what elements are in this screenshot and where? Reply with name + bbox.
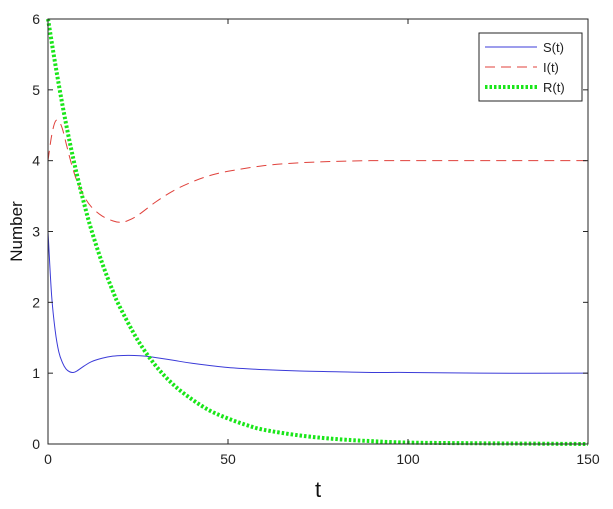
legend-box: [478, 32, 583, 102]
y-tick-label: 0: [32, 436, 40, 452]
x-tick-label: 0: [44, 451, 52, 467]
x-tick-label: 50: [220, 451, 236, 467]
series-line-st: [47, 231, 589, 374]
legend-label: S(t): [543, 40, 564, 55]
legend-label: R(t): [543, 80, 565, 95]
legend-label: I(t): [543, 60, 559, 75]
x-tick-label: 100: [396, 451, 420, 467]
ticks-layer: 0 50 100 150 0 1 2 3 4 5 6: [32, 11, 600, 467]
series-line-it: [47, 119, 588, 223]
y-tick-label: 2: [32, 294, 40, 310]
y-tick-label: 3: [32, 224, 40, 240]
y-axis-label: Number: [7, 201, 26, 262]
y-tick-label: 6: [32, 11, 40, 27]
y-tick-label: 4: [32, 153, 40, 169]
x-axis-label: t: [315, 477, 321, 502]
y-tick-label: 1: [32, 365, 40, 381]
y-tick-label: 5: [32, 82, 40, 98]
series-line-rt: [46, 18, 589, 446]
series-layer: [46, 18, 589, 446]
legend: S(t) I(t) R(t): [478, 32, 583, 102]
x-tick-label: 150: [576, 451, 600, 467]
